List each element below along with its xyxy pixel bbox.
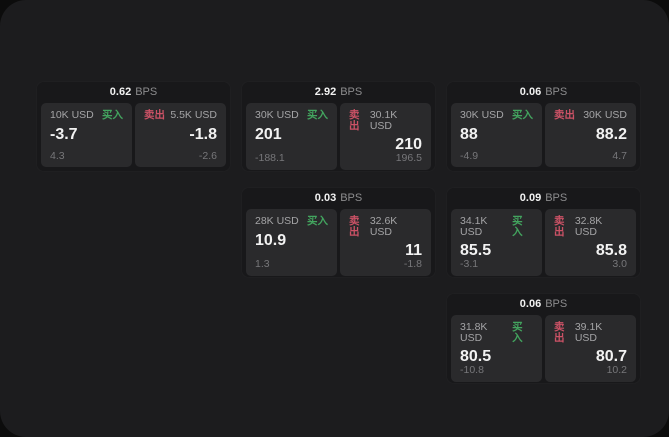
sell-tile[interactable]: 卖出 30.1K USD 210 196.5 bbox=[340, 103, 431, 170]
sell-side-label: 卖出 bbox=[554, 109, 575, 121]
spread-card: 2.92 BPS 30K USD 买入 201 -188.1 卖出 30.1K … bbox=[241, 81, 436, 172]
sell-size: 5.5K USD bbox=[170, 109, 217, 121]
buy-tile[interactable]: 30K USD 买入 88 -4.9 bbox=[451, 103, 542, 167]
spread-header: 0.06 BPS bbox=[447, 294, 640, 315]
sell-tile[interactable]: 卖出 30K USD 88.2 4.7 bbox=[545, 103, 636, 167]
sell-size: 32.6K USD bbox=[369, 215, 398, 238]
bps-value: 2.92 bbox=[314, 86, 337, 98]
bps-unit-label: BPS bbox=[545, 298, 568, 310]
buy-price: 201 bbox=[255, 125, 282, 143]
buy-tile[interactable]: 31.8K USD 买入 80.5 -10.8 bbox=[451, 315, 542, 382]
bps-value: 0.06 bbox=[519, 298, 542, 310]
bps-unit-label: BPS bbox=[135, 86, 158, 98]
sell-size: 30K USD bbox=[583, 109, 627, 121]
buy-price: 80.5 bbox=[460, 348, 492, 365]
buy-price: 85.5 bbox=[460, 242, 492, 259]
buy-change: 4.3 bbox=[50, 149, 65, 162]
spread-header: 2.92 BPS bbox=[242, 82, 435, 103]
buy-change: -188.1 bbox=[255, 152, 285, 164]
sell-price: 210 bbox=[395, 136, 422, 153]
sell-side-label: 卖出 bbox=[349, 215, 360, 238]
buy-tile[interactable]: 30K USD 买入 201 -188.1 bbox=[246, 103, 337, 170]
sell-size: 30.1K USD bbox=[369, 109, 398, 132]
sell-price: 88.2 bbox=[595, 125, 627, 143]
quote-body: 28K USD 买入 10.9 1.3 卖出 32.6K USD 11 -1.8 bbox=[242, 209, 435, 277]
buy-change: -4.9 bbox=[460, 149, 479, 162]
spread-card: 0.03 BPS 28K USD 买入 10.9 1.3 卖出 32.6K US… bbox=[241, 187, 436, 278]
bps-value: 0.62 bbox=[109, 86, 132, 98]
buy-change: -10.8 bbox=[460, 364, 484, 376]
sell-price: -1.8 bbox=[189, 125, 217, 143]
buy-size: 30K USD bbox=[460, 109, 504, 121]
spread-card: 0.09 BPS 34.1K USD 买入 85.5 -3.1 卖出 32.8K… bbox=[446, 187, 641, 278]
bps-value: 0.03 bbox=[314, 192, 337, 204]
sell-tile[interactable]: 卖出 32.6K USD 11 -1.8 bbox=[340, 209, 431, 276]
spread-header: 0.62 BPS bbox=[37, 82, 230, 103]
bps-unit-label: BPS bbox=[340, 192, 363, 204]
spread-header: 0.03 BPS bbox=[242, 188, 435, 209]
buy-size: 34.1K USD bbox=[460, 215, 488, 238]
buy-size: 28K USD bbox=[255, 215, 299, 227]
buy-tile[interactable]: 10K USD 买入 -3.7 4.3 bbox=[41, 103, 132, 167]
buy-side-label: 买入 bbox=[307, 109, 328, 121]
sell-price: 11 bbox=[405, 242, 422, 259]
sell-tile[interactable]: 卖出 5.5K USD -1.8 -2.6 bbox=[135, 103, 226, 167]
bps-value: 0.09 bbox=[519, 192, 542, 204]
spread-header: 0.09 BPS bbox=[447, 188, 640, 209]
spread-card: 0.62 BPS 10K USD 买入 -3.7 4.3 卖出 5.5K USD… bbox=[36, 81, 231, 172]
buy-tile[interactable]: 28K USD 买入 10.9 1.3 bbox=[246, 209, 337, 276]
buy-side-label: 买入 bbox=[512, 109, 533, 121]
bps-unit-label: BPS bbox=[545, 86, 568, 98]
sell-tile[interactable]: 卖出 39.1K USD 80.7 10.2 bbox=[545, 315, 636, 382]
sell-price: 85.8 bbox=[595, 242, 627, 259]
buy-price: 88 bbox=[460, 125, 478, 143]
spread-card: 0.06 BPS 30K USD 买入 88 -4.9 卖出 30K USD 8… bbox=[446, 81, 641, 172]
buy-change: 1.3 bbox=[255, 258, 270, 270]
buy-side-label: 买入 bbox=[102, 109, 123, 121]
buy-side-label: 买入 bbox=[512, 321, 523, 344]
buy-price: -3.7 bbox=[50, 125, 78, 143]
sell-change: 3.0 bbox=[612, 258, 627, 270]
sell-side-label: 卖出 bbox=[144, 109, 165, 121]
sell-size: 32.8K USD bbox=[574, 215, 603, 238]
bps-value: 0.06 bbox=[519, 86, 542, 98]
sell-side-label: 卖出 bbox=[554, 215, 565, 238]
spread-card: 0.06 BPS 31.8K USD 买入 80.5 -10.8 卖出 39.1… bbox=[446, 293, 641, 384]
sell-change: 4.7 bbox=[612, 149, 627, 162]
buy-price: 10.9 bbox=[255, 231, 287, 249]
spread-card-grid: 0.62 BPS 10K USD 买入 -3.7 4.3 卖出 5.5K USD… bbox=[36, 81, 641, 384]
sell-change: 10.2 bbox=[606, 364, 627, 376]
quote-body: 34.1K USD 买入 85.5 -3.1 卖出 32.8K USD 85.8… bbox=[447, 209, 640, 277]
sell-side-label: 卖出 bbox=[349, 109, 360, 132]
quote-body: 30K USD 买入 88 -4.9 卖出 30K USD 88.2 4.7 bbox=[447, 103, 640, 171]
spread-header: 0.06 BPS bbox=[447, 82, 640, 103]
quote-body: 10K USD 买入 -3.7 4.3 卖出 5.5K USD -1.8 -2.… bbox=[37, 103, 230, 171]
sell-price: 80.7 bbox=[595, 348, 627, 365]
bps-unit-label: BPS bbox=[545, 192, 568, 204]
sell-tile[interactable]: 卖出 32.8K USD 85.8 3.0 bbox=[545, 209, 636, 276]
quote-body: 30K USD 买入 201 -188.1 卖出 30.1K USD 210 1… bbox=[242, 103, 435, 171]
sell-change: -2.6 bbox=[198, 149, 217, 162]
quote-body: 31.8K USD 买入 80.5 -10.8 卖出 39.1K USD 80.… bbox=[447, 315, 640, 383]
sell-size: 39.1K USD bbox=[574, 321, 603, 344]
buy-tile[interactable]: 34.1K USD 买入 85.5 -3.1 bbox=[451, 209, 542, 276]
buy-size: 31.8K USD bbox=[460, 321, 488, 344]
buy-side-label: 买入 bbox=[512, 215, 523, 238]
bps-unit-label: BPS bbox=[340, 86, 363, 98]
sell-change: 196.5 bbox=[395, 152, 422, 164]
buy-size: 10K USD bbox=[50, 109, 94, 121]
sell-change: -1.8 bbox=[403, 258, 422, 270]
buy-change: -3.1 bbox=[460, 258, 479, 270]
buy-side-label: 买入 bbox=[307, 215, 328, 227]
sell-side-label: 卖出 bbox=[554, 321, 565, 344]
buy-size: 30K USD bbox=[255, 109, 299, 121]
